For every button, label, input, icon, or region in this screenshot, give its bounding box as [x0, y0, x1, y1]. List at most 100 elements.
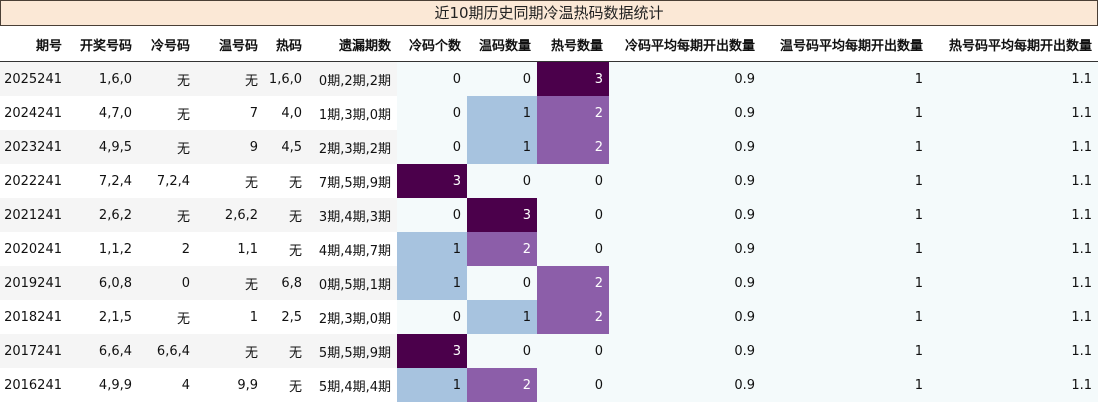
column-header: 温码数量	[467, 28, 537, 62]
column-header: 遗漏期数	[308, 28, 397, 62]
table-cell: 1	[761, 61, 929, 96]
table-cell: 0.9	[609, 164, 761, 198]
table-cell: 0	[138, 266, 196, 300]
table-cell: 5期,4期,4期	[308, 368, 397, 402]
table-cell: 1.1	[929, 266, 1098, 300]
table-cell: 1	[397, 232, 467, 266]
table-cell: 7	[196, 96, 264, 130]
table-cell: 2023241	[0, 130, 68, 164]
table-cell: 1	[467, 96, 537, 130]
table-cell: 0	[397, 130, 467, 164]
table-cell: 2	[467, 232, 537, 266]
table-cell: 0	[397, 198, 467, 232]
table-cell: 4,0	[264, 96, 308, 130]
table-cell: 3	[537, 61, 609, 96]
table-cell: 4	[138, 368, 196, 402]
table-cell: 0.9	[609, 368, 761, 402]
table-row: 2020241 1,1,2 2 1,1 无 4期,4期,7期 1 2 0 0.9 1 1.1	[0, 232, 1098, 266]
table-cell: 3	[467, 198, 537, 232]
column-header: 温号码	[196, 28, 264, 62]
table-cell: 2020241	[0, 232, 68, 266]
table-cell: 0	[397, 300, 467, 334]
table-cell: 2	[537, 266, 609, 300]
table-cell: 2,6,2	[68, 198, 138, 232]
table-cell: 2,1,5	[68, 300, 138, 334]
table-row: 2025241 1,6,0 无无 1,6,0 0期,2期,2期 0 0 3 0.9 1 1.1	[0, 61, 1098, 96]
table-cell: 0.9	[609, 232, 761, 266]
table-cell: 4期,4期,7期	[308, 232, 397, 266]
table-cell: 0	[537, 334, 609, 368]
table-cell: 1,6,0	[264, 61, 308, 96]
table-cell: 7,2,4	[68, 164, 138, 198]
table-cell: 1,1,2	[68, 232, 138, 266]
table-cell: 无	[138, 96, 196, 130]
column-header: 冷码平均每期开出数量	[609, 28, 761, 62]
table-cell: 2期,3期,0期	[308, 300, 397, 334]
table-cell: 0.9	[609, 300, 761, 334]
table-cell: 2021241	[0, 198, 68, 232]
table-cell: 无	[264, 198, 308, 232]
table-cell: 无	[196, 334, 264, 368]
stats-table: 期号 开奖号码 冷号码 温号码 热码 遗漏期数 冷码个数 温码数量 热号数量 冷码平均每期开出数量…	[0, 28, 1098, 402]
table-cell: 0.9	[609, 266, 761, 300]
table-cell: 2025241	[0, 61, 68, 96]
table-cell: 2期,3期,2期	[308, 130, 397, 164]
table-cell: 1	[397, 266, 467, 300]
table-cell: 1.1	[929, 96, 1098, 130]
table-cell: 1	[761, 300, 929, 334]
table-cell: 无	[196, 266, 264, 300]
table-cell: 无	[138, 130, 196, 164]
table-cell: 1,6,0	[68, 61, 138, 96]
table-cell: 0	[537, 198, 609, 232]
table-cell: 9,9	[196, 368, 264, 402]
table-cell: 0.9	[609, 130, 761, 164]
table-cell: 1.1	[929, 164, 1098, 198]
table-row: 2018241 2,1,5 无 1 2,5 2期,3期,0期 0 1 2 0.9 1 1.1	[0, 300, 1098, 334]
table-cell: 5期,5期,9期	[308, 334, 397, 368]
table-cell: 1.1	[929, 61, 1098, 96]
table-cell: 2	[537, 130, 609, 164]
table-cell: 9	[196, 130, 264, 164]
table-cell: 1	[467, 300, 537, 334]
table-cell: 0	[537, 232, 609, 266]
table-cell: 3期,4期,3期	[308, 198, 397, 232]
table-cell: 0	[467, 61, 537, 96]
table-row: 2016241 4,9,9 4 9,9 无 5期,4期,4期 1 2 0 0.9 1 1.1	[0, 368, 1098, 402]
table-cell: 0.9	[609, 334, 761, 368]
table-cell: 2	[467, 368, 537, 402]
table-cell: 无	[196, 164, 264, 198]
table-cell: 2016241	[0, 368, 68, 402]
table-cell: 1	[467, 130, 537, 164]
column-header: 热号数量	[537, 28, 609, 62]
table-cell: 4,7,0	[68, 96, 138, 130]
table-cell: 3	[397, 164, 467, 198]
table-cell: 1	[761, 334, 929, 368]
table-cell: 无	[264, 368, 308, 402]
table-cell: 1	[761, 198, 929, 232]
table-cell: 1	[397, 368, 467, 402]
table-row: 2017241 6,6,4 6,6,4 无无 5期,5期,9期 3 0 0 0.9 1 1.1	[0, 334, 1098, 368]
table-cell: 1.1	[929, 334, 1098, 368]
table-cell: 2019241	[0, 266, 68, 300]
table-cell: 1	[761, 368, 929, 402]
table-cell: 1.1	[929, 368, 1098, 402]
table-cell: 4,9,5	[68, 130, 138, 164]
table-cell: 0	[397, 61, 467, 96]
table-cell: 2	[537, 96, 609, 130]
column-header: 冷码个数	[397, 28, 467, 62]
table-cell: 1	[761, 96, 929, 130]
table-cell: 0	[467, 164, 537, 198]
column-header: 期号	[0, 28, 68, 62]
table-cell: 2,6,2	[196, 198, 264, 232]
table-cell: 0期,5期,1期	[308, 266, 397, 300]
table-cell: 3	[397, 334, 467, 368]
table-cell: 1.1	[929, 300, 1098, 334]
table-cell: 1,1	[196, 232, 264, 266]
table-cell: 0	[537, 164, 609, 198]
table-row: 2021241 2,6,2 无 2,6,2 无 3期,4期,3期 0 3 0 0.9 1 1.1	[0, 198, 1098, 232]
table-cell: 6,6,4	[68, 334, 138, 368]
table-cell: 无	[264, 232, 308, 266]
column-header: 热码	[264, 28, 308, 62]
table-cell: 无	[138, 300, 196, 334]
column-header: 开奖号码	[68, 28, 138, 62]
